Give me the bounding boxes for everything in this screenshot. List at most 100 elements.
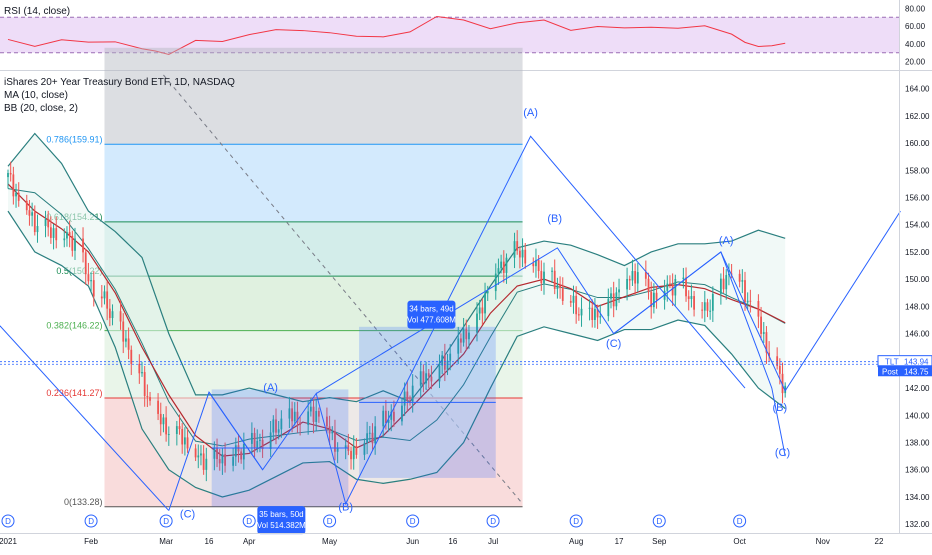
candle-body xyxy=(778,365,781,374)
price-tick-label: 150.00 xyxy=(905,275,930,284)
candle-body xyxy=(371,432,374,444)
candle-body xyxy=(644,272,647,279)
candle-body xyxy=(12,174,15,197)
candle-body xyxy=(256,440,259,448)
time-axis[interactable]: 2021 Feb Mar 16 Apr May Jun 16 Jul Aug 17 Sep Oct Nov… xyxy=(0,537,884,546)
price-tick-label: 158.00 xyxy=(905,166,930,175)
candle-body xyxy=(200,453,202,456)
candle-body xyxy=(242,443,245,460)
candle-body xyxy=(443,355,446,370)
candle-body xyxy=(36,226,39,233)
candle-body xyxy=(119,311,122,322)
candle-body xyxy=(312,406,315,422)
candle-body xyxy=(553,270,556,289)
candle-body xyxy=(167,434,170,436)
candle-body xyxy=(524,249,527,264)
candle-body xyxy=(221,454,224,464)
candle-body xyxy=(288,408,291,419)
price-tick-label: 148.00 xyxy=(905,302,930,311)
candle-body xyxy=(685,277,687,297)
elliott-drawings[interactable]: (A) (B) (C) (A) (B) (C) (A) (B) (C) xyxy=(0,107,901,521)
time-tick-label: Sep xyxy=(652,537,667,546)
price-axis[interactable]: 164.00 162.00 160.00 158.00 156.00 154.00 152.… xyxy=(905,85,930,530)
measure-bars-text: 34 bars, 49d xyxy=(409,305,453,314)
candle-body xyxy=(368,432,371,434)
candle-body xyxy=(382,410,385,427)
time-tick-label: Jun xyxy=(406,537,419,546)
candle-body xyxy=(277,429,280,433)
candle-body xyxy=(100,296,103,299)
last-price-value: 143.94 xyxy=(904,358,929,367)
candle-body xyxy=(366,433,369,443)
candle-body xyxy=(280,418,283,430)
candle-body xyxy=(141,372,143,374)
candle-body xyxy=(607,298,610,317)
wave-label: (A) xyxy=(263,382,278,394)
candle-body xyxy=(336,448,339,452)
candle-body xyxy=(406,391,409,401)
candle-body xyxy=(476,313,478,333)
candle-body xyxy=(521,249,524,258)
candle-body xyxy=(84,252,87,275)
candle-body xyxy=(63,238,66,241)
candle-body xyxy=(701,309,704,311)
fib-level-label: 0.236(141.27) xyxy=(46,388,102,398)
bb-upper-line xyxy=(7,132,786,403)
candle-body xyxy=(540,271,543,284)
bb-fill xyxy=(8,133,786,497)
candle-body xyxy=(682,277,685,280)
candle-body xyxy=(393,411,395,422)
dividend-marker-label: D xyxy=(737,517,743,526)
candle-body xyxy=(636,272,639,284)
wave-label: (B) xyxy=(773,402,788,414)
measure-tools[interactable]: 35 bars, 50d Vol 514.382M 34 bars, 49d Vol … xyxy=(211,300,496,535)
candle-body xyxy=(518,250,521,258)
candle-body xyxy=(478,307,481,314)
candle-body xyxy=(334,431,336,452)
candle-body xyxy=(250,432,253,444)
candle-body xyxy=(650,291,653,308)
candle-body xyxy=(438,365,441,382)
price-tick-label: 160.00 xyxy=(905,139,930,148)
dividend-marker-label: D xyxy=(246,517,252,526)
candle-body xyxy=(422,371,425,384)
candle-body xyxy=(612,293,615,307)
wave-label: (A) xyxy=(523,107,538,119)
candle-body xyxy=(535,260,537,267)
candle-body xyxy=(765,332,768,353)
candle-body xyxy=(240,451,243,460)
candle-body xyxy=(543,271,545,284)
candle-body xyxy=(749,300,752,302)
post-price-badge xyxy=(878,365,932,377)
candle-body xyxy=(738,273,741,282)
candle-body xyxy=(569,300,572,303)
dividend-marker-label: D xyxy=(88,517,94,526)
price-tick-label: 142.00 xyxy=(905,384,930,393)
candle-body xyxy=(384,410,387,423)
price-tick-label: 138.00 xyxy=(905,439,930,448)
candle-body xyxy=(143,372,146,396)
candle-body xyxy=(631,271,634,281)
candle-body xyxy=(706,302,709,311)
candle-body xyxy=(218,459,221,464)
measure-volume-text: Vol 514.382M xyxy=(257,521,306,530)
candle-body xyxy=(165,417,168,435)
time-tick-label: Feb xyxy=(84,537,98,546)
candle-body xyxy=(328,426,331,434)
time-tick-label: May xyxy=(322,537,337,546)
candle-body xyxy=(746,300,749,303)
candle-body xyxy=(15,192,17,197)
candle-body xyxy=(344,445,347,449)
time-tick-label: Apr xyxy=(243,537,256,546)
dividend-marker-label: D xyxy=(327,517,333,526)
candle-body xyxy=(194,448,197,458)
price-tick-label: 136.00 xyxy=(905,466,930,475)
candle-body xyxy=(293,411,296,422)
candle-body xyxy=(52,228,55,238)
candle-body xyxy=(90,280,92,282)
candle-body xyxy=(449,353,452,361)
legend-ma: MA (10, close) xyxy=(4,90,68,101)
dividend-marker-label: D xyxy=(573,517,579,526)
